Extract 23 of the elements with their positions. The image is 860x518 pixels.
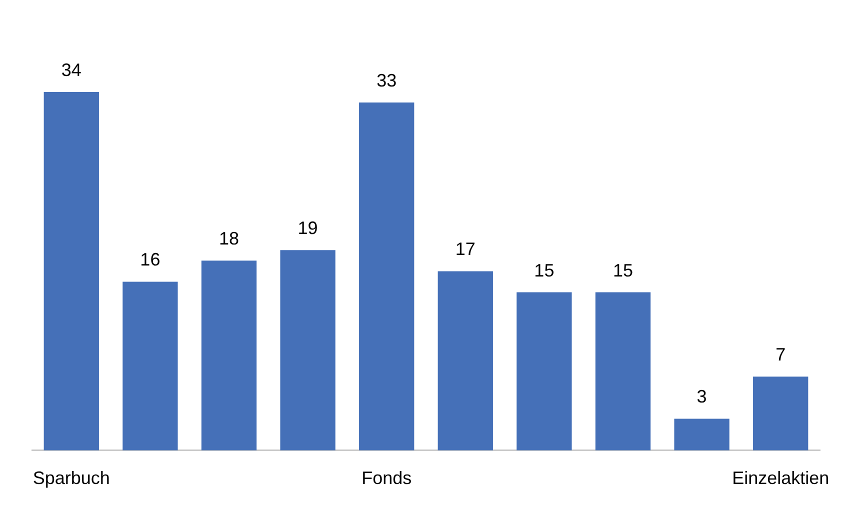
bar: [595, 292, 651, 450]
bar: [122, 282, 178, 450]
data-label: 34: [61, 60, 82, 80]
x-tick-label: Einzelaktien: [732, 468, 830, 488]
bar: [438, 271, 493, 450]
data-label: 15: [534, 260, 554, 280]
data-label: 18: [218, 228, 240, 249]
data-label: 3: [696, 386, 707, 407]
x-tick-label: Sparbuch: [32, 468, 110, 488]
data-label: 7: [776, 344, 786, 365]
bar: [201, 260, 257, 450]
bar: [516, 292, 572, 450]
x-tick-label: Fonds: [362, 468, 412, 488]
bar: [280, 250, 336, 450]
bar: [44, 92, 99, 450]
bar: [753, 376, 808, 450]
data-label: 16: [140, 250, 160, 270]
data-label: 33: [376, 70, 397, 91]
data-label: 15: [612, 260, 634, 280]
bar: [359, 102, 414, 450]
data-label: 17: [455, 239, 476, 260]
bar: [674, 418, 730, 450]
data-label: 19: [298, 218, 318, 238]
